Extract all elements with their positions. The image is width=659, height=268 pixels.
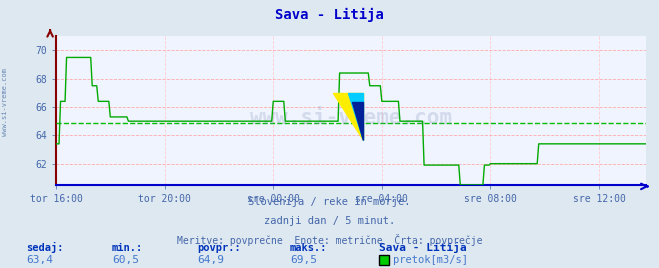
Text: 60,5: 60,5 xyxy=(112,255,139,265)
Text: Sava - Litija: Sava - Litija xyxy=(275,8,384,22)
Polygon shape xyxy=(333,93,362,140)
Text: min.:: min.: xyxy=(112,243,143,253)
Text: Slovenija / reke in morje.: Slovenija / reke in morje. xyxy=(248,197,411,207)
Text: 63,4: 63,4 xyxy=(26,255,53,265)
Text: Sava - Litija: Sava - Litija xyxy=(379,242,467,253)
Text: povpr.:: povpr.: xyxy=(198,243,241,253)
Text: zadnji dan / 5 minut.: zadnji dan / 5 minut. xyxy=(264,216,395,226)
Text: 64,9: 64,9 xyxy=(198,255,225,265)
Text: sedaj:: sedaj: xyxy=(26,242,64,253)
Polygon shape xyxy=(348,93,362,140)
Text: www.si-vreme.com: www.si-vreme.com xyxy=(250,108,452,128)
Text: maks.:: maks.: xyxy=(290,243,328,253)
Text: www.si-vreme.com: www.si-vreme.com xyxy=(2,68,9,136)
Text: Meritve: povprečne  Enote: metrične  Črta: povprečje: Meritve: povprečne Enote: metrične Črta:… xyxy=(177,234,482,247)
Text: pretok[m3/s]: pretok[m3/s] xyxy=(393,255,469,265)
Text: 69,5: 69,5 xyxy=(290,255,317,265)
Polygon shape xyxy=(353,102,362,140)
